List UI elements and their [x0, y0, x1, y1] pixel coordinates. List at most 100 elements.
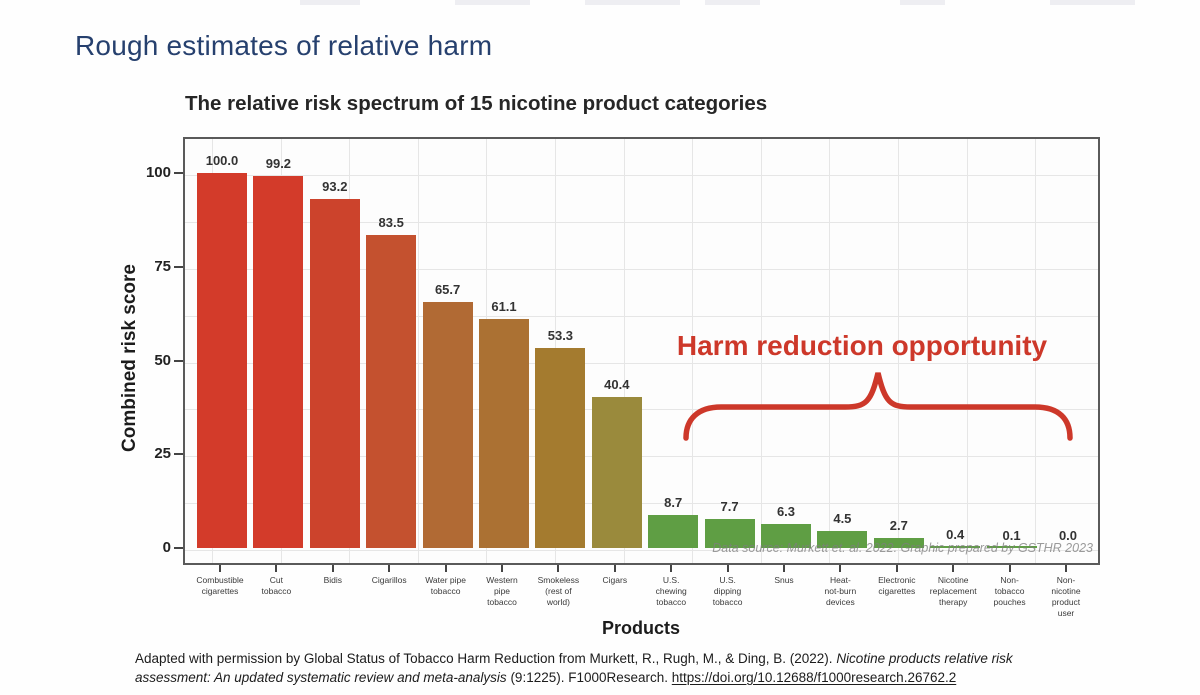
gridline-horizontal [185, 268, 1098, 270]
bar-value-label: 2.7 [889, 517, 908, 533]
x-axis-category-label: Cigars [602, 575, 628, 585]
gridline-horizontal [185, 315, 1098, 317]
x-axis-category-label: Electronic cigarettes [878, 575, 916, 597]
bar-value-label: 99.2 [265, 156, 292, 171]
citation-text: Adapted with permission by Global Status… [135, 651, 837, 666]
bar-value-label: 93.2 [322, 178, 348, 194]
x-axis-category-label: Non- tobacco pouches [993, 575, 1026, 608]
y-axis-tick-label: 75 [154, 257, 171, 275]
bar [761, 524, 811, 548]
x-axis-tick [501, 565, 503, 572]
x-axis-tick [726, 565, 729, 572]
footer-citation: Adapted with permission by Global Status… [135, 650, 1087, 688]
x-axis-tick [444, 565, 447, 572]
gridline-horizontal [185, 550, 1098, 551]
top-edge-artifact [585, 0, 680, 5]
bar-value-label: 7.7 [720, 499, 739, 515]
bar [422, 301, 473, 548]
bar-value-label: 0.0 [1058, 528, 1078, 543]
x-axis-tick [952, 565, 955, 572]
bar [253, 176, 304, 548]
bar-value-label: 6.3 [776, 504, 796, 520]
y-axis-tick [174, 359, 183, 362]
x-axis-category-label: Cut tobacco [261, 575, 292, 597]
gridline-vertical [829, 139, 831, 563]
x-axis-tick [275, 565, 278, 572]
page-title: Rough estimates of relative harm [75, 30, 493, 61]
gridline-vertical [1035, 139, 1037, 563]
x-axis-tick [783, 565, 785, 572]
bar [873, 537, 924, 548]
top-edge-artifact [1050, 0, 1135, 5]
x-axis-category-label: Western pipe tobacco [486, 575, 518, 608]
x-axis-category-label: Water pipe tobacco [425, 575, 466, 597]
x-axis-tick [388, 565, 391, 572]
plot-panel: 100.0 99.2 93.2 83.5 65.7 61.1 53.3 40.4 8.7 7.7 6… [183, 137, 1100, 565]
x-axis-tick [839, 565, 842, 572]
x-axis-category-label: Smokeless (rest of world) [537, 575, 580, 608]
x-axis-title: Products [601, 618, 680, 638]
bar [591, 396, 642, 548]
citation-title-italic: Nicotine products relative risk assessme… [135, 651, 1013, 685]
x-axis-category-label: U.S. chewing tobacco [655, 575, 687, 608]
y-axis-tick [174, 265, 183, 268]
gridline-vertical [966, 139, 968, 563]
doi-link[interactable]: https://doi.org/10.12688/f1000research.2… [671, 669, 957, 685]
x-axis-tick [557, 565, 560, 572]
gridline-horizontal [185, 175, 1098, 176]
bar [648, 515, 699, 548]
x-axis-tick [331, 565, 334, 572]
top-edge-artifact [455, 0, 530, 5]
citation-text: (9:1225). F1000Research. [510, 669, 672, 685]
bar-value-label: 100.0 [205, 153, 239, 168]
bar [817, 531, 868, 548]
bar [535, 348, 586, 548]
x-axis-category-label: Heat- not-burn devices [824, 575, 857, 608]
x-axis-category-label: Nicotine replacement therapy [929, 575, 977, 608]
x-axis-category-label: Cigarillos [371, 575, 407, 585]
bar [986, 545, 1037, 548]
gridline-vertical [760, 139, 762, 563]
bar [930, 545, 981, 548]
top-edge-artifact [300, 0, 360, 5]
bar-value-label: 0.4 [946, 526, 965, 542]
x-axis-tick [670, 565, 673, 572]
y-axis-tick [174, 453, 183, 456]
y-axis-tick-label: 100 [145, 164, 171, 181]
y-axis-tick-label: 50 [154, 351, 171, 369]
x-axis-tick [219, 565, 221, 572]
x-axis-tick [613, 565, 616, 572]
top-edge-artifact [705, 0, 760, 5]
y-axis-tick-label: 0 [162, 539, 171, 556]
bar [704, 519, 755, 548]
y-axis-tick [174, 172, 183, 174]
x-axis-category-label: Combustible cigarettes [196, 575, 244, 597]
bar-value-label: 83.5 [378, 214, 404, 230]
x-axis-category-label: Non- nicotine product user [1051, 575, 1081, 619]
x-axis-category-label: Snus [774, 575, 794, 585]
bar-value-label: 0.1 [1002, 527, 1021, 543]
bar [366, 234, 417, 548]
bar [479, 318, 529, 548]
bar-value-label: 65.7 [434, 281, 461, 297]
x-axis-category-label: U.S. dipping tobacco [712, 575, 743, 608]
bar-value-label: 8.7 [664, 495, 683, 511]
x-axis-tick [1008, 565, 1011, 572]
gridline-vertical [692, 139, 694, 563]
gridline-horizontal [185, 362, 1098, 364]
gridline-vertical [898, 139, 899, 563]
gridline-vertical [623, 139, 625, 563]
bar-value-label: 4.5 [833, 511, 852, 527]
x-axis-tick [1065, 565, 1067, 572]
y-axis-tick-label: 25 [154, 445, 171, 463]
bar-value-label: 61.1 [491, 298, 517, 314]
x-axis-tick [895, 565, 898, 572]
bar [309, 198, 360, 548]
bar-value-label: 53.3 [547, 328, 574, 344]
gridline-horizontal [185, 221, 1098, 223]
bar [197, 173, 247, 548]
gridline-vertical [417, 139, 419, 563]
harm-annotation-label: Harm reduction opportunity [676, 330, 1048, 361]
bar-value-label: 40.4 [604, 376, 630, 392]
